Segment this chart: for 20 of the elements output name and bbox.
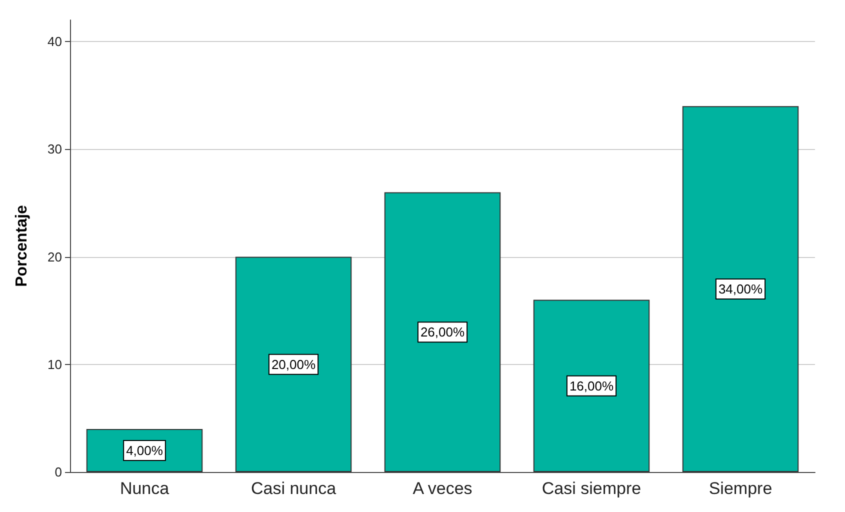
- data-label: 16,00%: [569, 378, 614, 394]
- x-tick-label: Casi nunca: [250, 479, 337, 498]
- y-tick-label: 20: [48, 249, 62, 264]
- x-tick-label: A veces: [412, 479, 472, 498]
- bar: [384, 192, 501, 472]
- data-label: 26,00%: [420, 324, 465, 340]
- data-label: 34,00%: [718, 282, 763, 297]
- y-tick-label: 30: [48, 142, 62, 157]
- data-label: 4,00%: [126, 442, 164, 458]
- y-tick-label: 0: [54, 464, 62, 480]
- y-axis-title: Porcentaje: [14, 204, 30, 287]
- bar: [533, 300, 650, 472]
- bar: [682, 106, 799, 472]
- bar: [235, 256, 352, 472]
- x-tick-label: Casi siempre: [542, 479, 642, 498]
- x-tick-label: Siempre: [708, 479, 772, 498]
- y-tick-label: 40: [48, 34, 62, 50]
- y-tick-label: 10: [48, 356, 62, 372]
- x-tick-label: Nunca: [120, 479, 170, 498]
- data-label: 20,00%: [271, 356, 316, 372]
